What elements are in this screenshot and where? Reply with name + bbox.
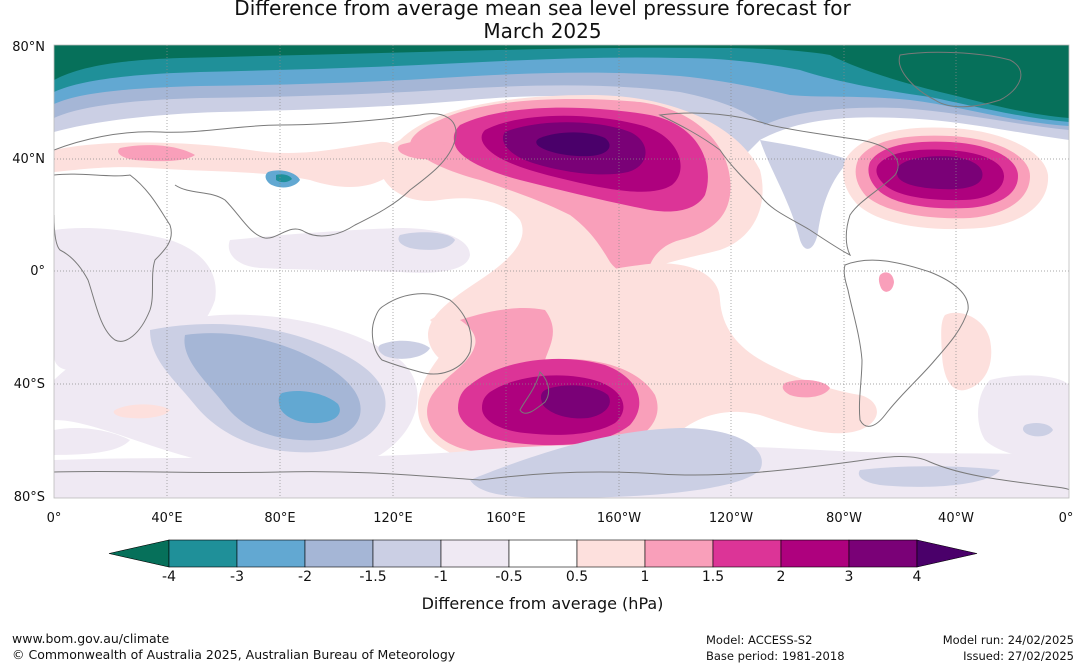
colorbar-tick-label: -3 [230,569,244,585]
coastlines [54,51,1069,491]
colorbar-extend-low [108,539,170,568]
asia-weak-high-1 [118,145,195,162]
lon-tick-120e: 120°E [373,511,413,526]
colorbar-tick-label: 4 [912,569,922,585]
africa-outline [54,173,172,342]
lon-tick-40e: 40°E [151,511,183,526]
south-atlantic-east-low [54,428,130,455]
colorbar-swatch [372,539,442,568]
map-field [54,45,1069,498]
colorbar-swatch [848,539,918,568]
footer-base-period: Base period: 1981-2018 [706,649,845,663]
antarctica-outline-west [54,470,481,481]
colorbar-swatch [168,539,238,568]
map-title: Difference from average mean sea level p… [0,0,1085,43]
lon-tick-80e: 80°E [264,511,296,526]
lon-tick-0-right: 0° [1058,511,1074,526]
colorbar-tick-label: 3 [844,569,854,585]
colorbar-tick-label: -4 [162,569,176,585]
north-pacific-high-4 [536,132,610,157]
colorbar-swatch [236,539,306,568]
lon-tick-160w: 160°W [596,511,642,526]
north-america-outline [658,112,899,257]
colorbar-swatch [440,539,510,568]
colorbar-swatch [712,539,782,568]
north-america-low-tongue [760,140,850,249]
lon-tick-40w: 40°W [938,511,974,526]
footer-model-run: Model run: 24/02/2025 [942,633,1074,647]
lat-tick-80s: 80°S [13,490,45,505]
lat-tick-0: 0° [30,264,45,279]
lat-tick-80n: 80°N [12,40,45,55]
footer-issued: Issued: 27/02/2025 [963,649,1074,663]
map-title-line1: Difference from average mean sea level p… [234,0,851,20]
amazon-high [878,272,894,292]
lat-tick-40s: 40°S [13,377,45,392]
antarctic-low-1 [470,428,762,498]
antarctica-outline [479,456,1069,491]
colorbar-swatch [508,539,578,568]
colorbar-swatch [780,539,850,568]
new-zealand-outline [519,371,550,414]
colorbar-tick-label: 1 [640,569,650,585]
footer-website: www.bom.gov.au/climate [12,631,170,646]
colorbar-tick-label: 1.5 [701,569,725,585]
lon-tick-160e: 160°E [486,511,526,526]
south-atlantic-low [978,375,1069,461]
graticule [54,45,1069,498]
south-indian-low-2 [278,391,340,424]
lon-tick-0-left: 0° [46,511,62,526]
arctic-low-band-teal [54,45,1069,122]
colorbar-swatch [304,539,374,568]
lon-tick-80w: 80°W [826,511,862,526]
colorbar-title: Difference from average (hPa) [421,594,664,613]
australia-outline [371,293,472,375]
south-pacific-east-high [782,379,830,398]
maritime-continent-low-2 [398,232,455,250]
colorbar-extend-high [916,539,978,568]
colorbar-tick-label: -1 [434,569,448,585]
south-indian-small-high [113,404,170,419]
antarctic-low-1b [858,466,1000,487]
colorbar-tick-label: 0.5 [565,569,589,585]
eurasia-outline [54,113,457,239]
colorbar [108,539,978,568]
footer-model: Model: ACCESS-S2 [706,633,813,647]
footer-copyright: © Commonwealth of Australia 2025, Austra… [12,647,456,662]
colorbar-tick-label: -0.5 [495,569,523,585]
colorbar-tick-label: -2 [298,569,312,585]
north-atlantic-high-3 [896,156,983,190]
colorbar-tick-label: -1.5 [359,569,387,585]
greenland-outline [898,51,1022,108]
arctic-low-band-dark [54,45,1069,118]
brazil-high [941,312,992,391]
lat-tick-40n: 40°N [12,152,45,167]
south-atlantic-low-2 [1022,422,1053,437]
colorbar-swatch [576,539,646,568]
map-title-line2: March 2025 [483,19,602,43]
south-pacific-high-3 [540,385,610,419]
lon-tick-120w: 120°W [708,511,754,526]
japan-high-1 [397,140,450,160]
colorbar-swatch [644,539,714,568]
colorbar-tick-label: 2 [776,569,786,585]
australia-small-low [378,340,430,359]
south-america-outline [843,259,969,427]
